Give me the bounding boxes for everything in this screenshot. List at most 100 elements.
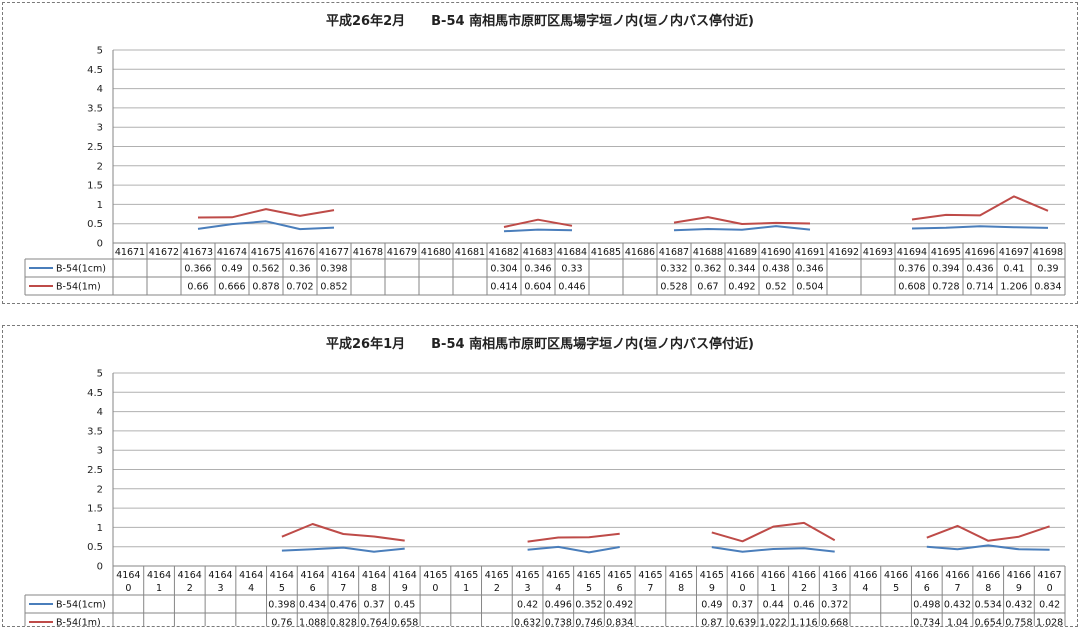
x-tick-label: 4165 [608, 570, 632, 581]
x-tick-label: 7 [647, 583, 653, 594]
x-tick-label: 41678 [353, 247, 383, 258]
data-label: 0.654 [975, 618, 1002, 627]
y-tick-label: 0 [97, 239, 103, 250]
data-label: 0.376 [898, 264, 925, 275]
chart-title: 平成26年1月 B-54 南相馬市原町区馬場字垣ノ内(垣ノ内バス停付近) [326, 336, 754, 352]
data-label: 0.492 [728, 282, 755, 293]
x-tick-label: 41689 [727, 247, 757, 258]
y-tick-label: 3 [97, 123, 103, 134]
x-tick-label: 41695 [931, 247, 961, 258]
data-label: 0.332 [660, 264, 687, 275]
y-tick-label: 4 [97, 84, 103, 95]
x-tick-label: 4 [555, 583, 561, 594]
data-label: 0.432 [944, 600, 971, 611]
data-label: 0.828 [330, 618, 357, 627]
x-tick-label: 41692 [829, 247, 859, 258]
y-tick-label: 5 [97, 46, 103, 57]
x-tick-label: 3 [525, 583, 531, 594]
data-label: 1.028 [1036, 618, 1063, 627]
data-label: 0.438 [762, 264, 789, 275]
x-tick-label: 4166 [915, 570, 939, 581]
x-tick-label: 4166 [853, 570, 877, 581]
data-label: 0.67 [697, 282, 718, 293]
x-tick-label: 4164 [331, 570, 355, 581]
x-tick-label: 9 [1016, 583, 1022, 594]
data-label: 0.304 [490, 264, 517, 275]
x-tick-label: 6 [924, 583, 930, 594]
data-label: 0.734 [913, 618, 940, 627]
series-line-1cm [197, 220, 335, 231]
series-line-1cm [926, 544, 1050, 551]
data-label: 0.42 [517, 600, 538, 611]
x-tick-label: 4166 [823, 570, 847, 581]
x-tick-label: 41675 [251, 247, 281, 258]
x-tick-label: 5 [586, 583, 592, 594]
x-tick-label: 1 [770, 583, 776, 594]
data-label: 0.738 [545, 618, 572, 627]
chart-panel-february: 平成26年2月 B-54 南相馬市原町区馬場字垣ノ内(垣ノ内バス停付近) 0 0.5… [2, 2, 1078, 304]
x-tick-label: 4166 [761, 570, 785, 581]
x-tick-label: 41687 [659, 247, 689, 258]
legend-label: B-54(1cm) [56, 600, 106, 611]
x-tick-label: 41694 [897, 247, 927, 258]
data-label: 0.45 [394, 600, 415, 611]
data-label: 0.728 [932, 282, 959, 293]
x-tick-label: 8 [985, 583, 991, 594]
data-label: 1.206 [1000, 282, 1027, 293]
series-line-1cm [673, 225, 811, 232]
chart-january: 平成26年1月 B-54 南相馬市原町区馬場字垣ノ内(垣ノ内バス停付近) 0 0.5… [24, 336, 1066, 627]
x-tick-label: 4166 [884, 570, 908, 581]
data-label: 0.366 [184, 264, 211, 275]
series-line-1cm [711, 546, 835, 553]
x-tick-label: 2 [494, 583, 500, 594]
y-tick-label: 3.5 [87, 103, 103, 114]
y-tick-label: 2 [97, 161, 103, 172]
data-label: 0.46 [793, 600, 814, 611]
series-line-1cm [527, 545, 620, 554]
x-tick-label: 41681 [455, 247, 485, 258]
data-label: 0.446 [558, 282, 585, 293]
x-tick-label: 4165 [669, 570, 693, 581]
x-tick-label: 4165 [546, 570, 570, 581]
data-label: 0.534 [975, 600, 1002, 611]
data-label: 0.414 [490, 282, 517, 293]
data-label: 0.528 [660, 282, 687, 293]
y-tick-label: 2.5 [87, 465, 103, 476]
x-tick-label: 41671 [115, 247, 145, 258]
x-tick-label: 41691 [795, 247, 825, 258]
data-label: 0.436 [966, 264, 993, 275]
x-tick-label: 3 [832, 583, 838, 594]
x-tick-label: 41693 [863, 247, 893, 258]
data-label: 0.362 [694, 264, 721, 275]
x-tick-label: 41683 [523, 247, 553, 258]
x-tick-label: 41682 [489, 247, 519, 258]
data-label: 0.398 [268, 600, 295, 611]
x-tick-label: 4165 [423, 570, 447, 581]
series-line-1m [197, 208, 335, 219]
series-line-1cm [281, 546, 405, 553]
data-label: 0.49 [221, 264, 242, 275]
x-tick-label: 41698 [1033, 247, 1063, 258]
x-tick-label: 4166 [945, 570, 969, 581]
data-label: 0.632 [514, 618, 541, 627]
x-tick-label: 8 [371, 583, 377, 594]
data-label: 0.562 [252, 264, 279, 275]
y-tick-label: 0 [97, 562, 103, 573]
data-label: 0.344 [728, 264, 755, 275]
x-tick-label: 4164 [270, 570, 294, 581]
x-tick-label: 0 [125, 583, 131, 594]
x-tick-label: 4164 [362, 570, 386, 581]
series-line-1m [911, 195, 1049, 221]
x-tick-label: 1 [463, 583, 469, 594]
data-label: 0.76 [271, 618, 292, 627]
x-tick-label: 6 [617, 583, 623, 594]
y-tick-label: 1 [97, 523, 103, 534]
x-tick-label: 4 [248, 583, 254, 594]
y-tick-label: 4.5 [87, 388, 103, 399]
x-tick-label: 0 [432, 583, 438, 594]
y-tick-label: 3.5 [87, 426, 103, 437]
x-tick-label: 4164 [301, 570, 325, 581]
y-tick-label: 1 [97, 200, 103, 211]
x-tick-label: 4 [862, 583, 868, 594]
x-tick-label: 0 [740, 583, 746, 594]
